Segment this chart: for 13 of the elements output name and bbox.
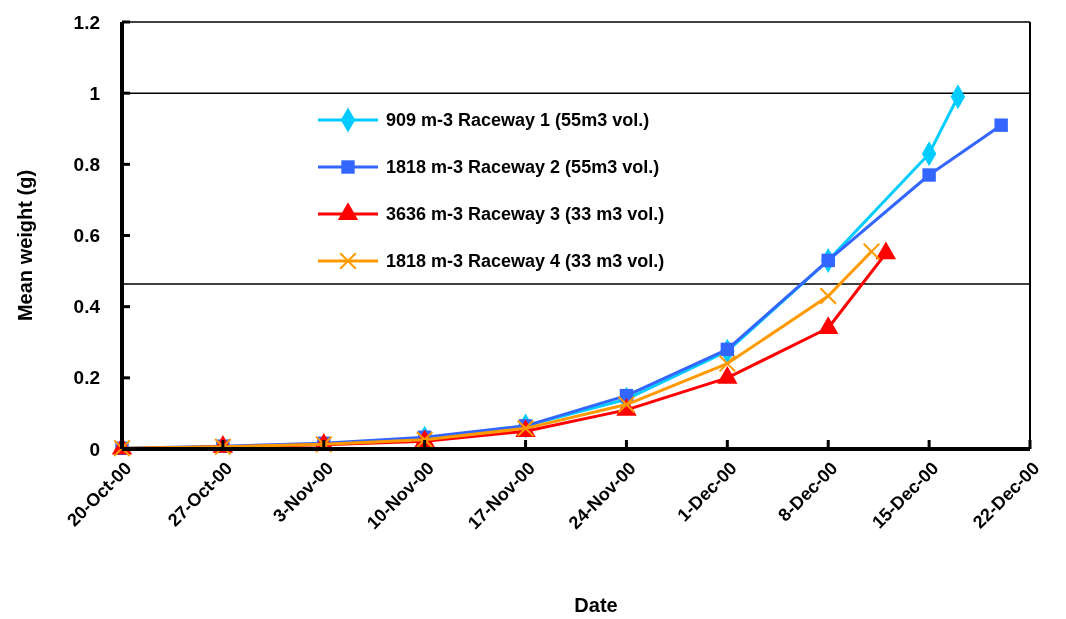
- y-tick-label: 1: [89, 82, 101, 104]
- y-tick-label: 0.4: [73, 296, 101, 318]
- y-tick-label: 1.2: [73, 11, 100, 33]
- y-axis-title: Mean weight (g): [14, 169, 36, 322]
- legend-label: 1818 m-3 Raceway 4 (33 m3 vol.): [386, 251, 665, 272]
- y-tick-label: 0.8: [73, 153, 100, 175]
- legend-label: 3636 m-3 Raceway 3 (33 m3 vol.): [386, 204, 665, 225]
- y-tick-label: 0: [89, 438, 100, 460]
- y-tick-label: 0.2: [73, 367, 100, 389]
- legend-label: 909 m-3 Raceway 1 (55m3 vol.): [386, 110, 650, 131]
- y-tick-label: 0.6: [73, 225, 100, 247]
- x-axis-title: Date: [574, 594, 618, 616]
- legend-label: 1818 m-3 Raceway 2 (55m3 vol.): [386, 157, 660, 178]
